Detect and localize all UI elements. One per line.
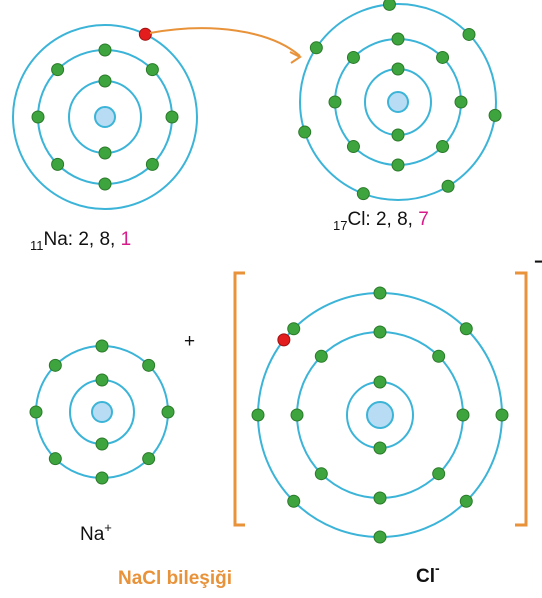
electron: [96, 472, 108, 484]
symbol: Cl: [347, 209, 365, 230]
electron: [32, 111, 44, 123]
electron: [460, 323, 472, 335]
nucleus: [388, 92, 408, 112]
electron: [143, 453, 155, 465]
electron: [496, 409, 508, 421]
electron: [49, 453, 61, 465]
electron: [347, 51, 359, 63]
subscript: 11: [30, 238, 44, 253]
electron: [392, 33, 404, 45]
electron: [310, 42, 322, 54]
electron: [99, 44, 111, 56]
electron: [52, 158, 64, 170]
atoms: [13, 0, 508, 543]
ionic-bond-diagram: 11Na: 2, 8, 1 17Cl: 2, 8, 7 − + Na+ Cl- …: [0, 0, 542, 598]
symbol: Na: [80, 524, 105, 545]
plus-sign: +: [184, 331, 195, 352]
electron: [392, 129, 404, 141]
electron: [96, 438, 108, 450]
electron: [442, 180, 454, 192]
valence: 1: [121, 229, 132, 250]
electron: [291, 409, 303, 421]
na-config: 11Na: 2, 8, 1: [30, 229, 131, 253]
electron: [392, 159, 404, 171]
electron: [392, 63, 404, 75]
electron: [374, 326, 386, 338]
electron: [49, 359, 61, 371]
electron: [457, 409, 469, 421]
electron: [96, 340, 108, 352]
electron: [374, 442, 386, 454]
electron: [374, 531, 386, 543]
electron: [288, 323, 300, 335]
electron: [315, 468, 327, 480]
electron: [288, 495, 300, 507]
electron: [146, 158, 158, 170]
electron: [315, 350, 327, 362]
electron: [357, 188, 369, 200]
nucleus: [367, 402, 393, 428]
electron: [96, 374, 108, 386]
transferred-electron: [278, 334, 290, 346]
electron: [52, 64, 64, 76]
nucleus: [92, 402, 112, 422]
transferred-electron: [139, 28, 151, 40]
electron: [374, 492, 386, 504]
electron: [383, 0, 395, 10]
electron: [99, 75, 111, 87]
electron: [374, 287, 386, 299]
electron: [299, 126, 311, 138]
electron: [99, 147, 111, 159]
na-ion-label: Na+: [80, 520, 112, 545]
cl-ion-label: Cl-: [416, 560, 440, 587]
edge-mark: −: [534, 252, 542, 273]
electron: [99, 178, 111, 190]
electron: [374, 376, 386, 388]
electron: [146, 64, 158, 76]
electron: [463, 28, 475, 40]
electron: [329, 96, 341, 108]
electron: [489, 109, 501, 121]
charge: +: [104, 520, 112, 535]
electron: [347, 141, 359, 153]
electron: [460, 495, 472, 507]
right-bracket: [515, 273, 526, 525]
transfer-arrow: [150, 28, 300, 56]
charge: -: [435, 560, 440, 576]
electron: [252, 409, 264, 421]
electron: [143, 359, 155, 371]
config: : 2, 8,: [365, 209, 418, 230]
symbol: Cl: [416, 566, 435, 587]
electron: [437, 51, 449, 63]
electron: [433, 350, 445, 362]
symbol: Na: [44, 229, 69, 250]
config: : 2, 8,: [68, 229, 121, 250]
electron: [433, 468, 445, 480]
electron: [30, 406, 42, 418]
nucleus: [95, 107, 115, 127]
electron: [437, 141, 449, 153]
compound-label: NaCl bileşiği: [118, 568, 232, 589]
subscript: 17: [333, 218, 347, 233]
electron: [455, 96, 467, 108]
cl-config: 17Cl: 2, 8, 7: [333, 209, 429, 233]
electron: [166, 111, 178, 123]
electron: [162, 406, 174, 418]
valence: 7: [418, 209, 429, 230]
left-bracket: [235, 273, 245, 525]
